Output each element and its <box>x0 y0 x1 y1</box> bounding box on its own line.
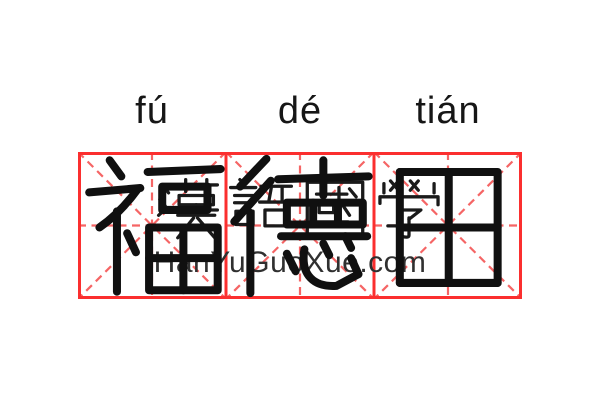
hanzi-de-glyph <box>230 154 373 298</box>
pinyin-syllable-de: dé <box>277 90 323 132</box>
pinyin-syllable-fu: fú <box>135 90 169 132</box>
hanzi-tian-glyph <box>395 167 502 287</box>
pinyin-row: fú dé tián <box>78 90 522 134</box>
pinyin-syllable-tian: tián <box>415 90 481 132</box>
hanzi-fu-glyph <box>85 156 225 296</box>
hanzi-xue-watermark-icon <box>378 179 440 239</box>
